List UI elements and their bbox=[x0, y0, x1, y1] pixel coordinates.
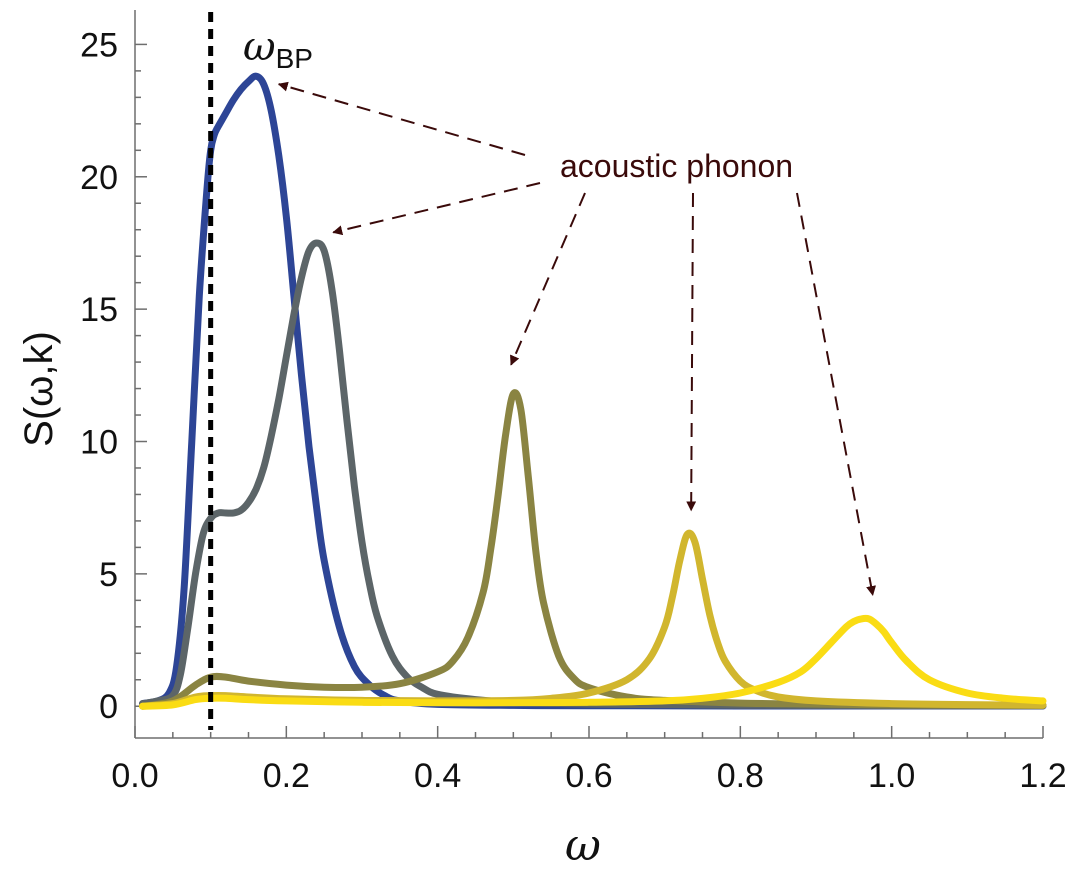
x-tick-label: 0.2 bbox=[263, 757, 310, 795]
y-tick-label: 5 bbox=[99, 556, 118, 594]
y-tick-label: 25 bbox=[80, 26, 118, 64]
y-tick-label: 15 bbox=[80, 291, 118, 329]
annotation-arrow bbox=[510, 192, 586, 366]
axis-ticks: 0.0 0.2 0.4 0.6 0.8 1.0 1.2 0 5 10 15 20 25 bbox=[80, 26, 1066, 795]
annotation-arrow bbox=[277, 81, 526, 156]
y-axis-label: S(ω,k) bbox=[17, 331, 61, 447]
x-tick-label: 1.0 bbox=[868, 757, 915, 795]
x-tick-label: 1.2 bbox=[1019, 757, 1066, 795]
y-tick-label: 10 bbox=[80, 424, 118, 462]
y-tick-label: 0 bbox=[99, 688, 118, 726]
series-line-2 bbox=[139, 239, 1047, 710]
y-tick-label: 20 bbox=[80, 159, 118, 197]
x-axis-label: ω bbox=[565, 820, 601, 871]
boson-peak-label: ωBP bbox=[243, 24, 313, 74]
annotation-arrow bbox=[686, 192, 697, 512]
series-layer bbox=[139, 72, 1047, 710]
x-tick-label: 0.4 bbox=[414, 757, 461, 795]
boson-peak-symbol: ω bbox=[243, 24, 276, 70]
boson-peak-subscript: BP bbox=[276, 43, 313, 74]
x-tick-label: 0.6 bbox=[565, 757, 612, 795]
x-tick-label: 0.0 bbox=[111, 757, 158, 795]
series-line-4 bbox=[139, 529, 1047, 710]
annotation-arrows bbox=[277, 81, 876, 597]
x-tick-label: 0.8 bbox=[717, 757, 764, 795]
axes: 0.0 0.2 0.4 0.6 0.8 1.0 1.2 0 5 10 15 20 25 bbox=[80, 10, 1067, 795]
annotation-arrow bbox=[332, 182, 541, 236]
annotation-arrow bbox=[796, 192, 876, 597]
acoustic-phonon-annotation: acoustic phonon bbox=[560, 148, 793, 184]
series-line-5 bbox=[139, 614, 1047, 710]
